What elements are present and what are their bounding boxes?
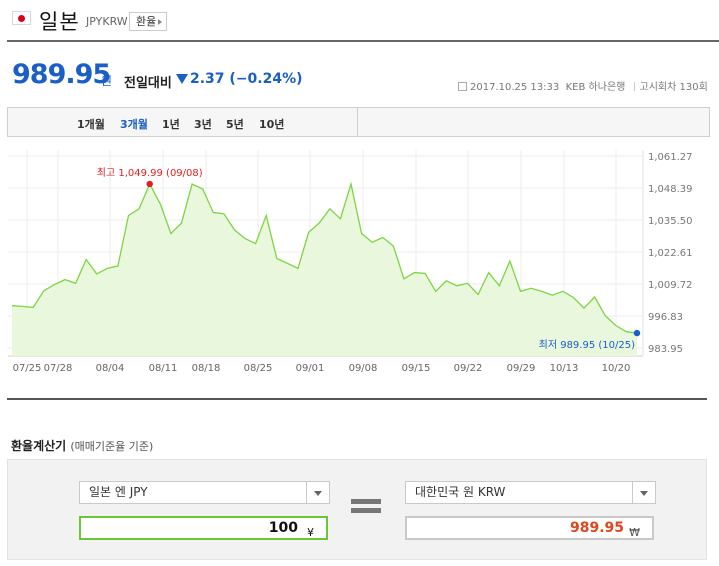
currency-code: JPYKRW [86,15,128,28]
japan-flag-icon [12,11,31,25]
to-amount-value: 989.95 [569,520,624,536]
y-tick-label: 1,061.27 [648,152,693,163]
x-tick-label: 09/22 [454,363,483,374]
rate-unit: 원 [101,74,113,88]
won-symbol: ₩ [629,526,640,539]
from-currency-dropdown-button[interactable] [306,482,329,503]
rate-meta: 2017.10.25 13:33 KEB 하나은행 고시회차 130회 [458,78,708,93]
y-tick-label: 996.83 [648,312,683,323]
rate-change: 2.37 (−0.24%) [176,71,303,87]
y-tick-label: 983.95 [648,344,683,355]
chart-series-line [11,181,638,334]
down-triangle-icon [176,74,188,84]
max-point-marker [146,180,153,188]
tab-10-year[interactable]: 10년 [259,118,285,131]
min-point-label: 최저 989.95 (10/25) [539,339,635,351]
clock-icon [458,82,467,91]
chevron-right-icon [158,19,162,25]
calculator-subtitle: (매매기준율 기준) [70,440,154,453]
rate-source: KEB 하나은행 [565,82,626,93]
yen-symbol: ¥ [307,526,314,539]
period-tab-bar: 1개월 3개월 1년 3년 5년 10년 [7,107,710,137]
tab-3-month[interactable]: 3개월 [120,118,148,131]
y-tick-label: 1,035.50 [648,216,693,227]
page-title: 일본 [39,10,80,34]
max-point-label: 최고 1,049.99 (09/08) [97,167,203,179]
from-amount-value: 100 [268,520,298,536]
rate-chart: 1,061.27 1,048.39 1,035.50 1,022.61 1,009.72… [8,150,693,374]
change-amount: 2.37 [190,71,225,87]
x-tick-label: 10/20 [602,363,631,374]
fx-rate-button[interactable]: 환율 [129,12,167,31]
x-tick-label: 08/11 [149,363,178,374]
current-rate: 989.95 [12,59,111,90]
from-amount-input[interactable]: 100 ¥ [79,516,328,540]
x-tick-label: 07/25 [13,363,42,374]
to-currency-value: 대한민국 원 KRW [415,485,506,499]
from-currency-value: 일본 엔 JPY [89,485,148,499]
change-percent: (−0.24%) [229,71,303,87]
y-tick-label: 1,009.72 [648,280,693,291]
calculator-title: 환율계산기 (매매기준율 기준) [11,437,153,454]
compare-label: 전일대비 [124,76,172,91]
to-amount-output: 989.95 ₩ [405,516,654,540]
fx-rate-button-label: 환율 [136,15,157,28]
tab-1-month[interactable]: 1개월 [77,118,105,131]
equals-icon [351,497,381,516]
tab-3-year[interactable]: 3년 [194,118,212,131]
tab-1-year[interactable]: 1년 [162,118,180,131]
y-tick-label: 1,048.39 [648,184,693,195]
x-tick-label: 09/29 [507,363,536,374]
x-tick-label: 10/13 [550,363,579,374]
x-tick-label: 09/15 [402,363,431,374]
y-tick-label: 1,022.61 [648,248,693,259]
chevron-down-icon [314,491,322,496]
header-divider [7,40,719,42]
x-tick-label: 08/04 [96,363,125,374]
meta-separator [633,82,635,91]
tab-bar-divider [357,108,358,136]
x-tick-label: 09/01 [296,363,325,374]
chart-area-fill [12,184,637,356]
tab-5-year[interactable]: 5년 [226,118,244,131]
chevron-down-icon [640,491,648,496]
x-tick-label: 07/28 [44,363,73,374]
x-tick-label: 08/25 [244,363,273,374]
calculator-divider [7,398,707,400]
rate-round: 고시회차 130회 [639,82,708,93]
min-point-marker [633,329,641,337]
to-currency-select[interactable]: 대한민국 원 KRW [405,481,656,504]
calculator-title-text: 환율계산기 [11,439,67,453]
x-tick-label: 09/08 [349,363,378,374]
rate-timestamp: 2017.10.25 13:33 [470,82,560,93]
from-currency-select[interactable]: 일본 엔 JPY [79,481,330,504]
x-tick-label: 08/18 [192,363,221,374]
to-currency-dropdown-button[interactable] [632,482,655,503]
